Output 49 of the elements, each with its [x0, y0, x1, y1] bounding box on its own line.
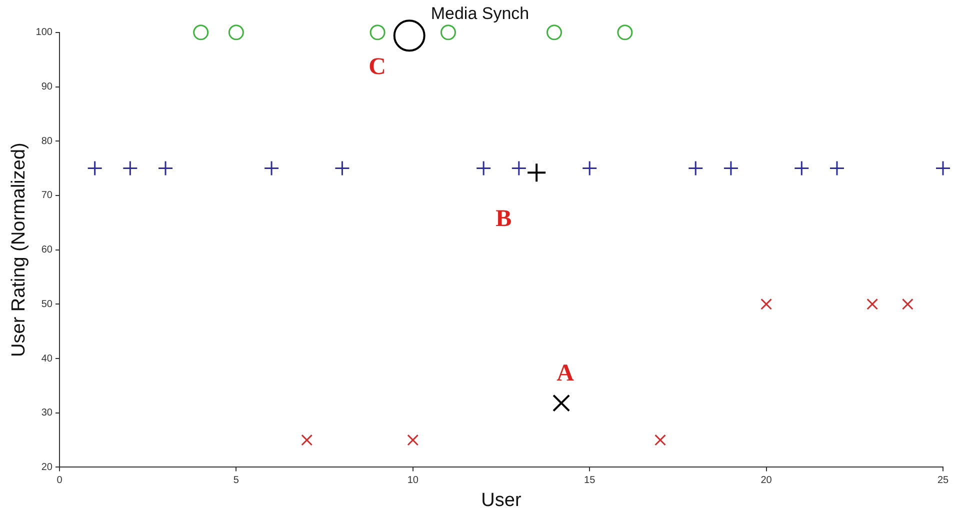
point [87, 160, 103, 176]
point [370, 24, 386, 40]
point [582, 160, 598, 176]
x-tick-label: 15 [584, 474, 596, 486]
point [866, 298, 878, 310]
point [158, 160, 174, 176]
x-tick-label: 0 [56, 474, 63, 486]
x-tick-label: 5 [233, 474, 240, 486]
point [552, 394, 570, 412]
y-tick-label: 30 [41, 408, 53, 419]
point [122, 160, 138, 176]
point [264, 160, 280, 176]
point [301, 434, 313, 446]
point [511, 160, 527, 176]
point [393, 20, 426, 52]
y-tick-label: 100 [36, 27, 53, 38]
point [654, 434, 666, 446]
x-tick-label: 20 [760, 474, 772, 486]
point [688, 160, 704, 176]
y-tick-label: 70 [41, 190, 53, 202]
point [334, 160, 350, 176]
point [935, 160, 951, 176]
point [829, 160, 845, 176]
annotation: C [368, 54, 386, 80]
annotation: A [556, 360, 575, 386]
point [902, 298, 914, 310]
point [228, 24, 244, 40]
point [617, 24, 633, 40]
y-tick-label: 60 [41, 244, 53, 256]
point [546, 24, 562, 40]
point [723, 160, 739, 176]
y-tick-label: 80 [41, 136, 53, 147]
y-tick-label: 90 [41, 82, 53, 92]
chart-title: Media Synch [430, 4, 530, 23]
point [760, 298, 772, 310]
x-tick-label: 25 [937, 474, 949, 486]
y-tick-label: 40 [41, 353, 53, 364]
x-tick-label: 10 [407, 474, 419, 486]
point [526, 162, 547, 183]
point [193, 24, 209, 40]
point [794, 160, 810, 176]
y-tick-label: 20 [41, 462, 53, 473]
y-axis-title: User Rating (Normalized) [8, 142, 30, 357]
point [407, 434, 419, 446]
point [440, 24, 456, 40]
annotation: B [496, 206, 512, 232]
y-tick-label: 50 [41, 298, 53, 310]
x-axis-title: User [481, 490, 522, 511]
point [476, 160, 492, 176]
